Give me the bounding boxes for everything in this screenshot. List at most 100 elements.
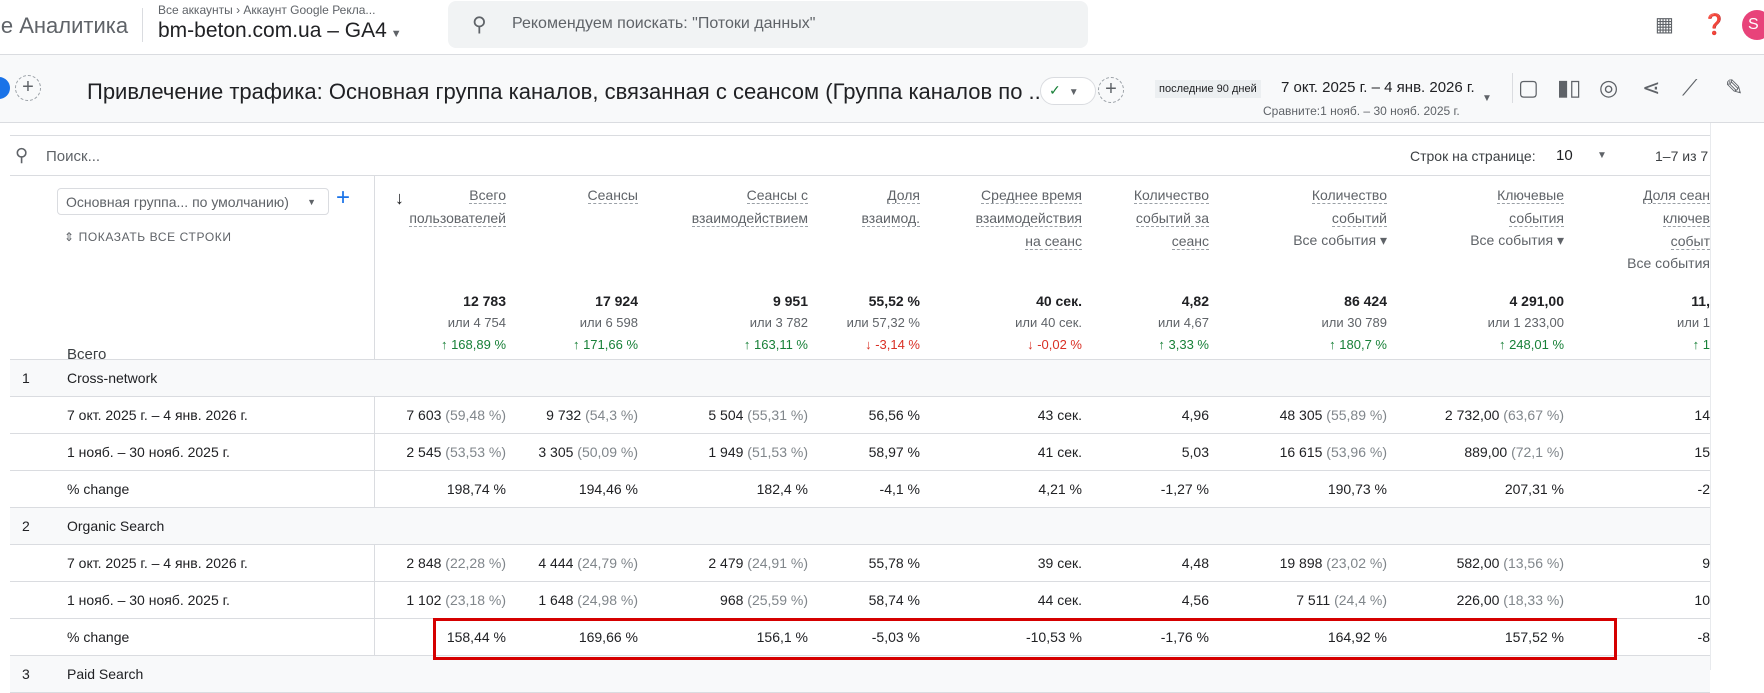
column-header[interactable]: Сеансы	[587, 184, 638, 207]
table-cell: 15	[1694, 444, 1710, 460]
cell-value: 4,96	[1181, 407, 1209, 423]
add-filter-button[interactable]: +	[1098, 77, 1124, 103]
cell-value: 164,92 %	[1327, 629, 1387, 645]
event-filter-select[interactable]: Все события ▾	[1470, 232, 1564, 248]
column-header-text: взаимодействия	[975, 210, 1082, 227]
cell-value: 9	[1702, 555, 1710, 571]
property-name: bm-beton.com.ua – GA4	[158, 19, 387, 42]
column-header[interactable]: Количество событий за сеанс	[1133, 184, 1209, 253]
table-cell: 14	[1694, 407, 1710, 423]
table-cell: 7 603 (59,48 %)	[406, 407, 506, 423]
column-header[interactable]: Сеансы с взаимодействием	[691, 184, 808, 230]
right-panel	[1710, 123, 1764, 670]
compare-columns-icon[interactable]: ▮▯	[1557, 75, 1582, 100]
cell-value: -4,1 %	[879, 481, 920, 497]
total-value: 40 сек.	[1036, 293, 1082, 309]
table-cell: 10	[1694, 592, 1710, 608]
add-comparison-button[interactable]: +	[15, 75, 41, 101]
apps-grid-icon[interactable]: ▦	[1655, 14, 1674, 36]
cell-value: -1,76 %	[1160, 629, 1209, 645]
insights-icon[interactable]: ◎	[1599, 75, 1619, 100]
column-header[interactable]: Доля взаимод.	[861, 184, 920, 230]
chevron-down-icon[interactable]: ▼	[1482, 93, 1492, 104]
share-icon[interactable]: ⋖	[1642, 75, 1661, 100]
column-header-line: Ключевые	[1470, 184, 1564, 207]
compare-range[interactable]: Сравните:1 нояб. – 30 нояб. 2025 г.	[1263, 104, 1460, 118]
cell-value: 4,56	[1181, 592, 1209, 608]
column-header[interactable]: Ключевые события Все события ▾	[1470, 184, 1564, 249]
rows-per-page-select[interactable]: 10	[1556, 147, 1573, 164]
global-search[interactable]: ⚲ Рекомендуем поискать: "Потоки данных"	[448, 1, 1088, 48]
cell-value: -10,53 %	[1025, 629, 1082, 645]
column-header[interactable]: Всего пользователей	[409, 184, 506, 230]
dimension-select[interactable]: Основная группа... по умолчанию) ▼	[57, 188, 329, 215]
column-header[interactable]: Среднее время взаимодействия на сеанс	[975, 184, 1082, 253]
chevron-down-icon[interactable]: ▼	[1597, 150, 1607, 161]
column-header[interactable]: Доля сеан ключев событ Все события	[1627, 184, 1710, 271]
cell-share: (59,48 %)	[441, 407, 506, 423]
column-header-line: Сеансы с	[692, 184, 808, 207]
cell-value: 39 сек.	[1037, 555, 1082, 571]
expand-icon: ⇕	[64, 230, 79, 244]
column-header-line: пользователей	[409, 207, 506, 230]
date-preset-chip[interactable]: последние 90 дней	[1155, 80, 1261, 98]
report-toolbar: + Привлечение трафика: Основная группа к…	[0, 55, 1764, 123]
cell-value: -1,27 %	[1160, 481, 1209, 497]
show-all-rows-button[interactable]: ⇕ ПОКАЗАТЬ ВСЕ СТРОКИ	[64, 230, 232, 244]
total-value: 17 924	[595, 293, 638, 309]
column-header-line: Сеансы	[587, 184, 638, 207]
cell-value: 156,1 %	[756, 629, 808, 645]
event-filter-select[interactable]: Все события	[1627, 255, 1710, 271]
column-total: 86 424 или 30 789 ↑ 180,7 %	[1322, 290, 1387, 356]
help-icon[interactable]: ❓	[1702, 14, 1727, 36]
edit-pencil-icon[interactable]: ✎	[1725, 75, 1744, 100]
cell-share: (24,98 %)	[573, 592, 638, 608]
column-header[interactable]: Количество событий Все события ▾	[1293, 184, 1387, 249]
table-cell: 968 (25,59 %)	[720, 592, 808, 608]
note-icon[interactable]: ▢	[1518, 75, 1539, 100]
property-selector[interactable]: bm-beton.com.ua – GA4 ▼	[158, 19, 402, 43]
cell-share: (13,56 %)	[1499, 555, 1564, 571]
column-header-line: Количество	[1133, 184, 1209, 207]
table-cell: 1 949 (51,53 %)	[708, 444, 808, 460]
cell-share: (25,59 %)	[743, 592, 808, 608]
total-change: ↑ 180,7 %	[1329, 337, 1387, 352]
event-filter-select[interactable]: Все события ▾	[1293, 232, 1387, 248]
column-header-text: сеанс	[1171, 233, 1209, 250]
column-header-text: Количество	[1311, 187, 1387, 204]
table-cell: 2 479 (24,91 %)	[708, 555, 808, 571]
cell-value: -2	[1697, 481, 1710, 497]
check-circle-icon: ✓	[1049, 82, 1061, 98]
table-cell: -5,03 %	[872, 629, 920, 645]
row-label: 7 окт. 2025 г. – 4 янв. 2026 г.	[67, 407, 248, 423]
total-change: ↑ 171,66 %	[572, 337, 638, 352]
sparkle-trend-icon[interactable]: ⟋	[1682, 75, 1698, 100]
search-placeholder: Рекомендуем поискать: "Потоки данных"	[512, 15, 816, 32]
search-icon: ⚲	[15, 145, 29, 165]
table-row: 7 окт. 2025 г. – 4 янв. 2026 г. 2 848 (22…	[10, 545, 1710, 582]
column-header-line: Доля	[862, 184, 920, 207]
add-dimension-button[interactable]: +	[336, 184, 351, 211]
comparison-chip[interactable]	[0, 77, 10, 99]
column-total: 4,82 или 4,67 ↑ 3,33 %	[1158, 290, 1209, 356]
page-title: Привлечение трафика: Основная группа кан…	[87, 79, 1047, 104]
date-range[interactable]: 7 окт. 2025 г. – 4 янв. 2026 г.	[1281, 79, 1475, 96]
column-header-line: Количество	[1293, 184, 1387, 207]
sort-arrow-down-icon[interactable]: ↓	[395, 188, 404, 208]
column-total: 12 783 или 4 754 ↑ 168,89 %	[441, 290, 506, 356]
table-search-input[interactable]: Поиск...	[46, 148, 101, 165]
cell-value: 16 615	[1279, 444, 1323, 460]
cell-value: 889,00	[1464, 444, 1508, 460]
column-header-text: Количество	[1133, 187, 1209, 204]
table-cell: 2 732,00 (63,67 %)	[1445, 407, 1564, 423]
table-cell: 58,74 %	[869, 592, 920, 608]
previous-total: или 4 754	[447, 315, 506, 330]
report-table: ⚲ Поиск... Строк на странице: 10 ▼ 1–7 и…	[0, 123, 1710, 693]
breadcrumb[interactable]: Все аккаунты › Аккаунт Google Рекла...	[158, 3, 376, 17]
table-cell: 190,73 %	[1328, 481, 1387, 497]
table-row: 7 окт. 2025 г. – 4 янв. 2026 г. 7 603 (59…	[10, 397, 1710, 434]
table-cell: 5 504 (55,31 %)	[708, 407, 808, 423]
report-status-button[interactable]: ✓ ▼	[1040, 77, 1096, 105]
avatar[interactable]: S	[1742, 10, 1764, 40]
chevron-down-icon: ▼	[1068, 87, 1079, 98]
